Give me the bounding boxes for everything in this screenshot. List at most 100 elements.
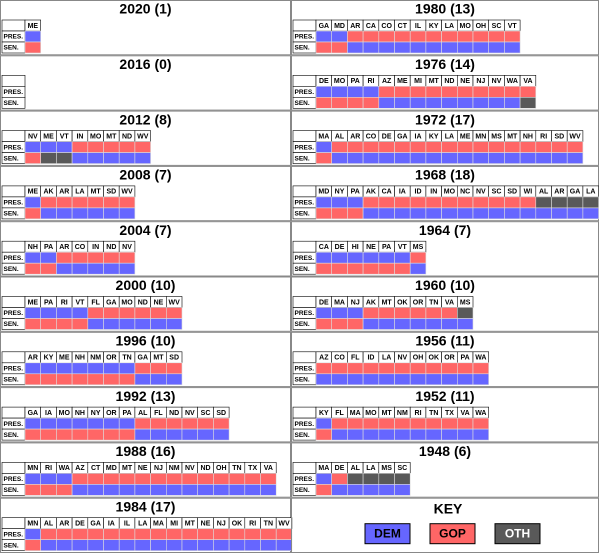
result-cell [56,318,73,330]
result-cell [71,473,89,485]
result-cell [87,428,104,441]
result-cell [118,207,136,220]
result-cell [260,484,277,496]
panel-title: 2004 (7) [119,222,171,238]
state-label: CT [398,23,408,30]
result-cell [87,528,104,541]
row-label: SEN. [4,211,19,218]
result-cell [425,86,442,98]
result-cell [347,307,364,319]
result-cell [24,251,41,264]
state-label: MT [91,189,102,196]
state-label: MO [460,23,472,30]
panel-title: 1976 (14) [415,56,475,72]
state-label: NY [91,410,101,417]
row-label: PRES. [295,366,315,373]
result-cell [166,373,183,386]
label-cell [292,19,317,32]
result-cell [582,196,599,209]
result-cell [441,307,458,319]
label-cell [1,19,26,32]
result-cell [488,196,505,209]
panel-title: 2020 (1) [119,1,171,17]
result-cell [441,207,458,220]
state-label: MO [90,133,102,140]
result-cell [315,318,332,330]
result-cell [409,196,427,209]
result-cell [315,307,332,319]
result-cell [425,196,442,209]
result-cell [213,528,230,541]
result-cell [441,428,458,441]
result-cell [456,196,474,209]
panel-title: 1964 (7) [419,222,471,238]
state-label: CO [381,23,392,30]
row-label: PRES. [4,255,24,262]
result-cell [409,141,427,153]
result-cell [197,473,214,485]
result-cell [409,373,427,386]
result-cell [394,417,411,430]
label-cell [292,351,317,364]
result-cell [347,30,364,43]
result-cell [71,428,89,441]
result-cell [347,97,364,109]
state-label: MS [413,244,424,251]
state-label: MT [429,78,440,85]
result-cell [134,484,151,496]
state-label: KY [429,133,439,140]
state-label: GA [106,299,117,306]
state-label: NV [185,465,195,472]
state-label: WA [59,465,70,472]
result-cell [347,196,364,209]
result-cell [40,373,57,386]
state-label: MT [382,410,393,417]
state-label: ND [200,465,210,472]
state-label: MS [460,299,471,306]
panel [0,221,291,277]
result-cell [362,484,380,496]
result-cell [118,373,136,386]
label-cell [1,462,26,474]
row-label: PRES. [4,144,24,151]
result-cell [181,417,198,430]
state-label: AL [335,133,345,140]
result-cell [134,428,151,441]
result-cell [441,41,458,54]
result-cell [362,141,380,153]
result-cell [118,473,136,485]
state-label: NE [154,299,164,306]
result-cell [315,207,332,220]
state-label: GA [138,355,149,362]
state-label: PA [351,189,360,196]
state-label: LA [138,521,147,528]
result-cell [394,473,411,485]
result-cell [394,196,411,209]
result-cell [40,362,57,375]
result-cell [347,318,364,330]
result-cell [394,97,411,109]
result-cell [134,318,151,330]
state-label: ME [28,23,39,30]
result-cell [87,362,104,375]
result-cell [472,86,489,98]
state-label: LA [445,133,454,140]
result-cell [362,97,380,109]
result-cell [87,141,104,153]
state-label: MO [444,189,456,196]
result-cell [362,30,380,43]
result-cell [394,207,411,220]
result-cell [347,417,364,430]
state-label: RI [367,78,374,85]
result-cell [40,539,57,552]
state-label: RI [540,133,547,140]
result-cell [71,307,89,319]
result-cell [409,30,427,43]
result-cell [378,251,395,264]
result-cell [362,362,380,375]
state-label: TN [429,299,438,306]
result-cell [71,539,89,552]
result-cell [378,417,395,430]
result-cell [519,97,537,109]
